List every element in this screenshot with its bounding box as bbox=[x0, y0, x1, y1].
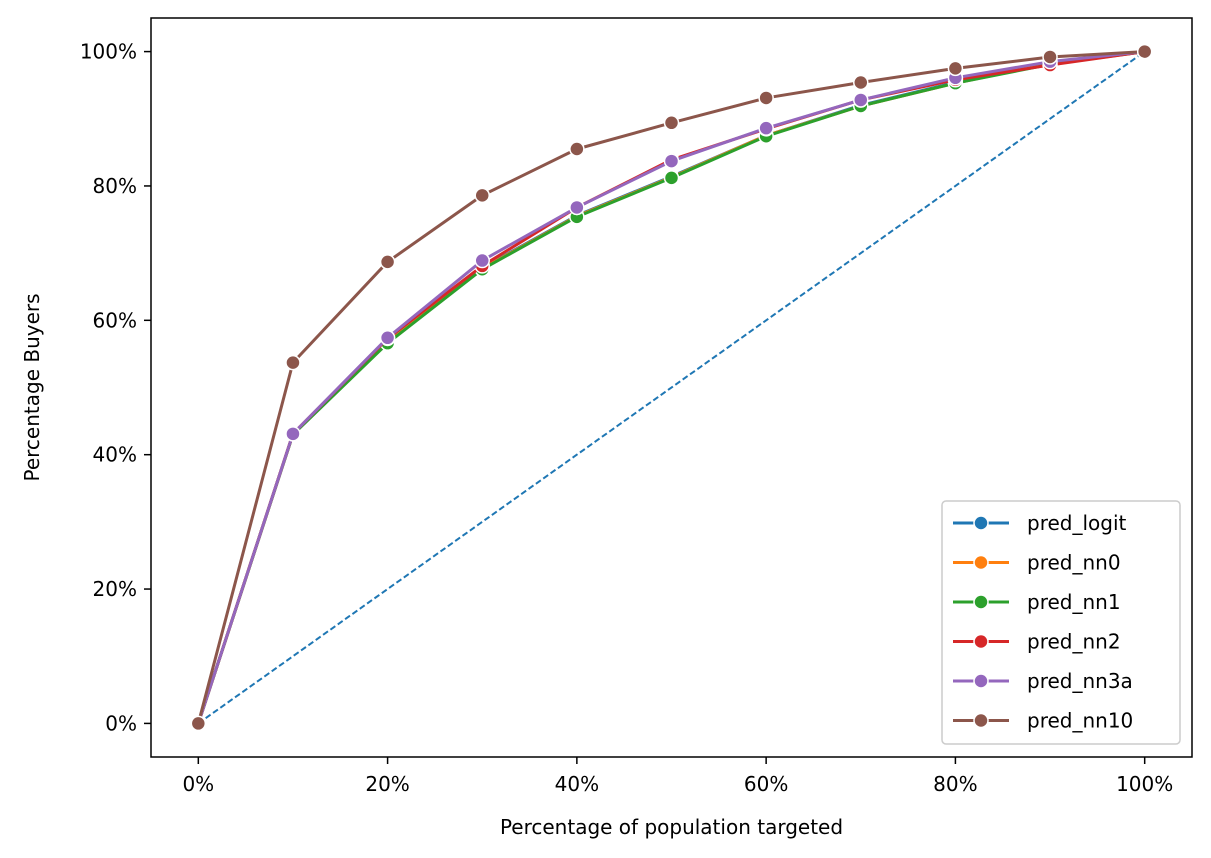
legend-item-pred_logit: pred_logit bbox=[953, 511, 1127, 535]
legend-swatch-marker bbox=[973, 673, 989, 689]
y-axis-label: Percentage Buyers bbox=[20, 293, 44, 481]
point-pred_nn3a-3 bbox=[474, 252, 490, 269]
axes-layer: 0% 20% 40% 60% 80% 100% 0% 20% 40% 60% 80% 100% bbox=[80, 17, 1193, 796]
point-pred_nn10-3 bbox=[474, 187, 490, 204]
legend-item-pred_nn10: pred_nn10 bbox=[953, 709, 1133, 733]
x-axis-label: Percentage of population targeted bbox=[500, 815, 843, 839]
series-pred_nn10 bbox=[190, 43, 1153, 732]
legend-swatch-marker bbox=[973, 633, 989, 650]
legend-label: pred_logit bbox=[1027, 511, 1127, 535]
y-tick-label: 60% bbox=[93, 308, 137, 332]
legend: pred_logit pred_nn0 pred_nn1 pred_nn2 pred_n… bbox=[941, 500, 1181, 745]
x-tick-label: 0% bbox=[182, 772, 214, 796]
point-pred_nn3a-4 bbox=[569, 199, 585, 216]
x-tick-label: 20% bbox=[365, 772, 409, 796]
legend-swatch-marker bbox=[973, 712, 989, 729]
point-pred_nn10-6 bbox=[758, 90, 774, 106]
y-tick-label: 0% bbox=[105, 711, 137, 735]
point-pred_nn10-5 bbox=[663, 115, 680, 131]
legend-item-pred_nn3a: pred_nn3a bbox=[953, 669, 1133, 693]
point-pred_nn3a-7 bbox=[853, 92, 869, 108]
point-pred_nn10-9 bbox=[1042, 49, 1058, 65]
x-tick-label: 60% bbox=[744, 772, 788, 796]
legend-item-pred_nn1: pred_nn1 bbox=[953, 590, 1121, 614]
point-pred_nn10-10 bbox=[1136, 43, 1153, 60]
legend-swatch-marker bbox=[973, 515, 989, 531]
point-pred_nn3a-1 bbox=[285, 426, 301, 442]
y-tick-label: 40% bbox=[93, 443, 137, 467]
point-pred_nn1-5 bbox=[663, 170, 680, 186]
y-tick-label: 80% bbox=[93, 174, 137, 198]
legend-label: pred_nn1 bbox=[1027, 590, 1121, 614]
plot-frame bbox=[150, 17, 1193, 758]
legend-item-pred_nn2: pred_nn2 bbox=[953, 630, 1121, 654]
y-tick-label: 20% bbox=[93, 577, 137, 601]
legend-swatch-marker bbox=[973, 594, 989, 610]
x-tick-label: 100% bbox=[1116, 772, 1173, 796]
legend-swatch-marker bbox=[973, 554, 989, 571]
legend-label: pred_nn2 bbox=[1027, 630, 1121, 654]
point-pred_nn3a-5 bbox=[663, 153, 680, 169]
series-layer bbox=[190, 43, 1153, 732]
baseline-diagonal bbox=[197, 50, 1146, 725]
point-pred_nn10-4 bbox=[569, 141, 585, 157]
legend-label: pred_nn0 bbox=[1027, 551, 1121, 575]
x-tick-label: 80% bbox=[933, 772, 977, 796]
y-tick-label: 100% bbox=[80, 40, 137, 64]
point-pred_nn10-0 bbox=[190, 715, 207, 732]
point-pred_nn10-2 bbox=[379, 254, 396, 270]
legend-label: pred_nn3a bbox=[1027, 669, 1133, 693]
point-pred_nn10-8 bbox=[947, 60, 964, 77]
legend-label: pred_nn10 bbox=[1027, 709, 1133, 733]
point-pred_nn10-7 bbox=[853, 74, 869, 91]
x-tick-label: 40% bbox=[555, 772, 599, 796]
point-pred_nn3a-2 bbox=[379, 330, 396, 346]
baseline-layer bbox=[197, 50, 1146, 725]
point-pred_nn3a-6 bbox=[758, 120, 774, 136]
legend-item-pred_nn0: pred_nn0 bbox=[953, 551, 1121, 575]
point-pred_nn10-1 bbox=[285, 354, 301, 371]
